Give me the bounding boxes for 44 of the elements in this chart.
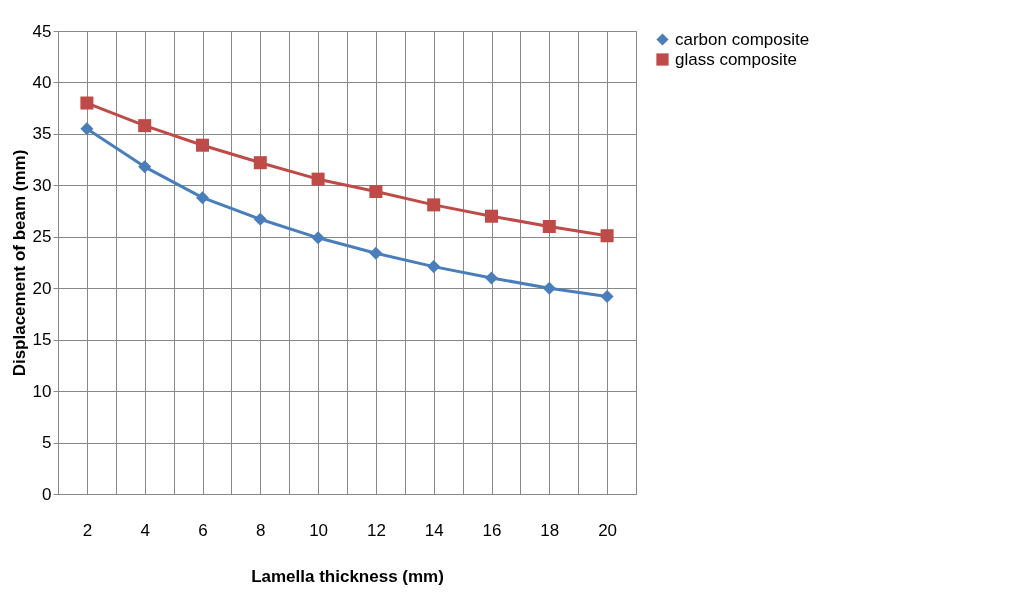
x-tick-label: 14 xyxy=(424,520,444,540)
y-tick-label: 0 xyxy=(42,484,52,504)
point xyxy=(484,209,499,223)
x-tick-label: 12 xyxy=(366,520,386,540)
x-tick-label: 10 xyxy=(309,520,329,540)
y-tick-label: 35 xyxy=(32,124,52,144)
point xyxy=(542,281,556,295)
point xyxy=(542,219,556,234)
point xyxy=(253,212,267,226)
point xyxy=(195,191,210,205)
point xyxy=(369,184,383,199)
x-tick-label: 8 xyxy=(256,520,266,540)
point xyxy=(600,229,614,243)
point xyxy=(195,138,210,152)
point xyxy=(600,289,614,303)
x-tick-label: 20 xyxy=(598,520,618,540)
y-tick-label: 30 xyxy=(32,175,52,195)
point xyxy=(311,172,325,186)
y-tick-label: 45 xyxy=(32,21,52,41)
x-tick-label: 4 xyxy=(140,520,150,540)
y-tick-label: 25 xyxy=(32,227,52,247)
y-tick-label: 15 xyxy=(32,330,52,350)
y-tick-label: 10 xyxy=(32,381,52,401)
point xyxy=(311,231,325,245)
x-axis-title: Lamella thickness (mm) xyxy=(251,566,444,586)
y-tick-label: 40 xyxy=(32,72,52,92)
x-tick-label: 18 xyxy=(540,520,560,540)
x-tick-label: 6 xyxy=(198,520,208,540)
point xyxy=(369,246,383,260)
y-axis-title: Displacement of beam (mm) xyxy=(9,149,29,377)
point xyxy=(80,122,94,136)
point xyxy=(138,119,152,133)
legend-label: glass composite xyxy=(675,49,797,69)
point xyxy=(484,271,499,285)
point xyxy=(427,198,441,212)
point xyxy=(253,156,267,170)
point xyxy=(80,96,94,110)
point xyxy=(138,160,152,174)
x-tick-label: 16 xyxy=(482,520,502,540)
y-tick-label: 20 xyxy=(32,278,52,298)
y-tick-label: 5 xyxy=(42,433,52,453)
legend-label: carbon composite xyxy=(675,29,810,49)
point xyxy=(427,260,441,274)
x-tick-label: 2 xyxy=(82,520,93,540)
